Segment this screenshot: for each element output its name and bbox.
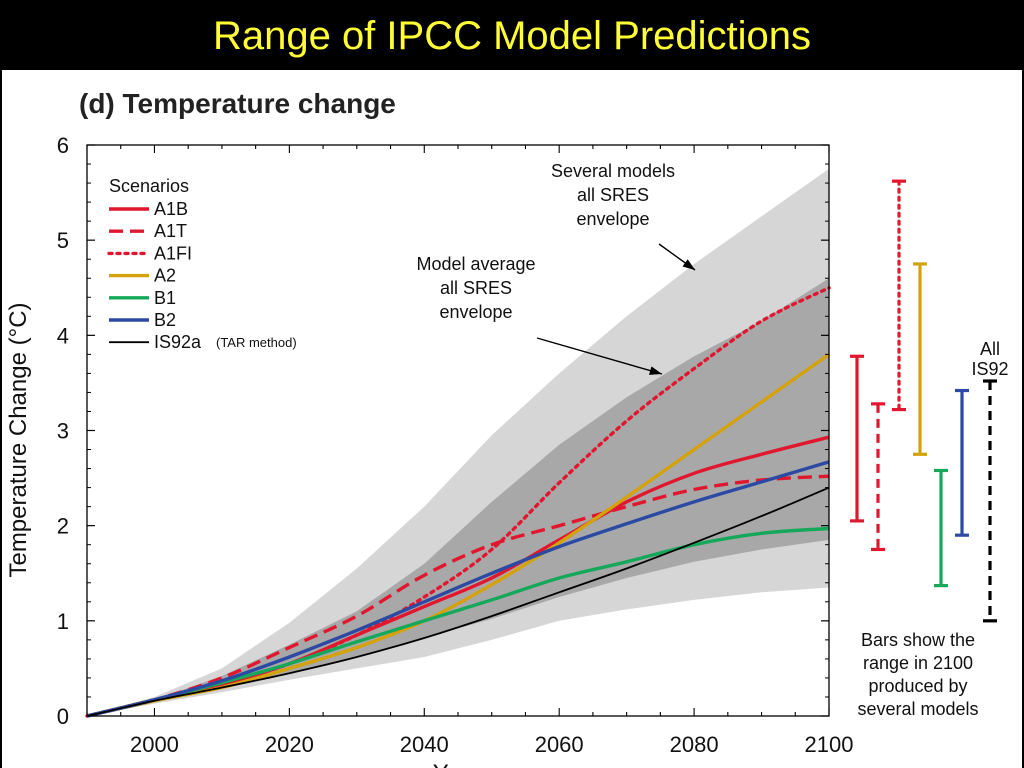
axes-layer: 0 1 2 3 4 5 6 2000 2020 2040 2060 2080 2100 bbox=[57, 133, 854, 757]
annotation-text: Several models bbox=[551, 161, 675, 181]
legend-label-a1b: A1B bbox=[154, 199, 188, 219]
legend-label-a2: A2 bbox=[154, 266, 176, 286]
y-tick-label: 2 bbox=[57, 514, 69, 539]
y-tick-label: 3 bbox=[57, 419, 69, 444]
series-layer bbox=[85, 286, 831, 718]
y-axis-label: Temperature Change (°C) bbox=[5, 302, 32, 577]
legend-title: Scenarios bbox=[109, 176, 189, 196]
annotation-text: all SRES bbox=[440, 278, 512, 298]
bars-note-text: produced by bbox=[868, 676, 967, 696]
bars-note-text: several models bbox=[857, 699, 978, 719]
y-tick-label: 1 bbox=[57, 609, 69, 634]
temperature-change-chart: 0 1 2 3 4 5 6 2000 2020 2040 2060 2080 2100 Several … bbox=[5, 88, 1009, 768]
envelope-1 bbox=[87, 278, 829, 716]
y-tick-label: 6 bbox=[57, 133, 69, 158]
series-line-a1fi bbox=[85, 286, 831, 718]
annotation-arrow bbox=[536, 337, 663, 375]
envelope-0 bbox=[87, 168, 829, 717]
legend-note: (TAR method) bbox=[216, 335, 297, 350]
chart-title: (d) Temperature change bbox=[79, 88, 396, 119]
annotation-text: envelope bbox=[576, 209, 649, 229]
annotations-layer: Several models all SRES envelope Model aver… bbox=[416, 161, 696, 375]
annotation-text: envelope bbox=[439, 302, 512, 322]
annotation-arrowhead bbox=[682, 259, 695, 270]
series-line-is92a bbox=[86, 486, 830, 717]
bars-note-text: range in 2100 bbox=[863, 653, 973, 673]
x-tick-label: 2000 bbox=[130, 732, 179, 757]
slide-title: Range of IPCC Model Predictions bbox=[0, 0, 1024, 70]
y-tick-label: 5 bbox=[57, 228, 69, 253]
range-bar-label: IS92 bbox=[971, 359, 1008, 379]
x-axis-label: Year bbox=[433, 760, 482, 768]
figure-area: 0 1 2 3 4 5 6 2000 2020 2040 2060 2080 2100 Several … bbox=[2, 70, 1022, 768]
legend-label-a1t: A1T bbox=[154, 221, 187, 241]
legend-label-b2: B2 bbox=[154, 310, 176, 330]
legend-label-is92a: IS92a bbox=[154, 332, 202, 352]
y-tick-label: 0 bbox=[57, 704, 69, 729]
legend-label-a1fi: A1FI bbox=[154, 243, 192, 263]
x-tick-label: 2080 bbox=[670, 732, 719, 757]
range-bar-label: All bbox=[980, 339, 1000, 359]
x-tick-label: 2060 bbox=[535, 732, 584, 757]
y-tick-label: 4 bbox=[57, 323, 69, 348]
legend-label-b1: B1 bbox=[154, 288, 176, 308]
x-tick-label: 2100 bbox=[805, 732, 854, 757]
x-tick-label: 2040 bbox=[400, 732, 449, 757]
annotation-arrowhead bbox=[649, 366, 662, 375]
annotation-text: Model average bbox=[416, 254, 535, 274]
x-tick-label: 2020 bbox=[265, 732, 314, 757]
bars-note-text: Bars show the bbox=[861, 630, 975, 650]
envelopes-layer bbox=[87, 168, 829, 717]
series-line-a1t bbox=[86, 474, 830, 718]
series-line-b2 bbox=[86, 460, 830, 718]
annotation-text: all SRES bbox=[577, 185, 649, 205]
